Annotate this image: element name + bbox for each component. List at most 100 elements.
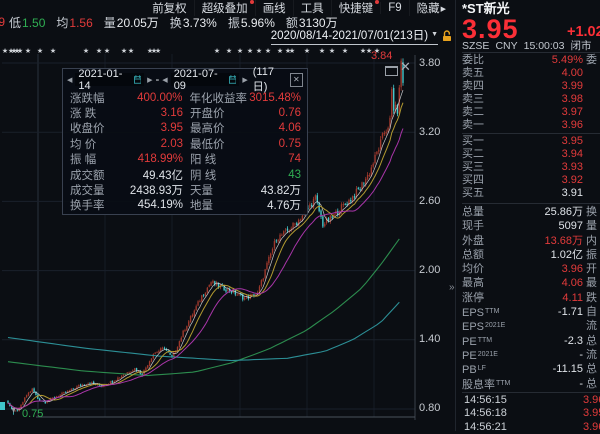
svg-text:★: ★ <box>304 47 310 55</box>
divider <box>462 203 600 204</box>
stat-value: 3015.48% <box>249 91 301 104</box>
svg-text:★: ★ <box>360 47 366 55</box>
table-row: 买三 3.93 <box>462 161 600 174</box>
date-separator: - <box>155 73 160 86</box>
close-icon[interactable]: ✕ <box>289 72 304 87</box>
row-label: 外盘 <box>462 234 484 247</box>
row-label: 买四 <box>462 174 484 186</box>
stats-bar: 9 低1.50 均1.56 量20.05万 换3.73% 振5.96% 额3130万 <box>0 14 455 31</box>
unlocked-padlock-icon[interactable] <box>442 29 452 42</box>
stat-振: 振5.96% <box>228 14 275 31</box>
menu-item-前复权[interactable]: 前复权 <box>152 2 187 15</box>
region-stats-row: 均 价 2.03 最低价 0.75 <box>70 136 301 151</box>
table-row: 买二 3.94 <box>462 148 600 161</box>
low-price-label: 0.75 <box>22 408 44 420</box>
next-date-arrow-icon[interactable]: ▶ <box>242 76 248 84</box>
row-value: 3.96 <box>561 263 583 276</box>
tick-time: 14:56:21 <box>464 420 507 433</box>
svg-text:★: ★ <box>121 47 127 55</box>
stat-label: 均 <box>56 15 69 30</box>
table-row: 总量 25.86万换 <box>462 205 600 219</box>
svg-text:★: ★ <box>289 47 295 55</box>
prev-date-arrow-icon[interactable]: ◀ <box>162 76 168 84</box>
price-tick-label: 1.40 <box>419 333 441 345</box>
stat-value: 1.56 <box>69 15 93 30</box>
stat-label: 换 <box>169 15 182 30</box>
stat-label: 换手率 <box>70 200 105 213</box>
label-superscript: TTM <box>477 336 493 344</box>
next-date-arrow-icon[interactable]: ▶ <box>147 76 153 84</box>
svg-text:★: ★ <box>151 47 157 55</box>
menu-item-F9[interactable]: F9 <box>380 1 408 14</box>
start-date-chip[interactable]: 2021-01-14 <box>75 68 145 92</box>
candlestick-canvas[interactable]: ★ ★★★★ ★ ★ ★ ★ ★ ★ ★ ★ ★★★ ★ ★ ★ ★ ★ ★ ★ ★★ ★ ★ ★ ★ ★ ★ ★ <box>0 42 455 431</box>
stat-量: 量20.05万 <box>104 14 159 31</box>
menu-item-工具[interactable]: 工具 <box>292 0 331 16</box>
region-stats-row: 成交量 2438.93万 天量 43.82万 <box>70 182 301 197</box>
svg-text:★: ★ <box>214 47 220 55</box>
end-date-chip[interactable]: 2021-07-09 <box>170 68 240 92</box>
stat-value: 4.06 <box>278 122 301 135</box>
ma-white-line <box>7 89 404 411</box>
stat-value: 43.82万 <box>260 185 301 198</box>
stat-value: 400.00% <box>137 91 183 104</box>
stat-label: 最低价 <box>190 138 225 151</box>
stat-value: 1.50 <box>22 15 46 30</box>
chevron-down-icon: ▼ <box>431 31 438 38</box>
svg-text:★: ★ <box>14 47 20 55</box>
menu-item-画线[interactable]: 画线 <box>254 0 293 16</box>
prev-date-arrow-icon[interactable]: ◀ <box>67 76 73 84</box>
row-value: 5097 <box>558 220 583 233</box>
table-row: PE2021E - 流 <box>462 348 600 362</box>
end-date: 2021-07-09 <box>173 67 218 92</box>
tick-trade-row: 14:56:18 3.95 <box>462 407 600 421</box>
close-icon[interactable]: ✕ <box>400 59 411 74</box>
buy-orders: 买一 3.95 买二 3.94 买三 3.93 买四 3.92 买五 3.91 <box>462 135 600 200</box>
weibi-next-label: 委 <box>586 54 597 66</box>
restore-window-icon[interactable] <box>385 66 398 76</box>
tick-trade-row: 14:56:21 3.96 <box>462 421 600 434</box>
label-superscript: LF <box>477 365 486 373</box>
row-label: 卖二 <box>462 106 484 118</box>
date-range-selector[interactable]: 2020/08/14-2021/07/01(213日) ▼ <box>270 27 438 45</box>
menu-item-隐藏[interactable]: 隐藏▶ <box>408 0 453 16</box>
next-column-label: 总 <box>586 334 597 347</box>
start-date: 2021-01-14 <box>78 67 123 92</box>
tick-time: 14:56:18 <box>464 407 507 420</box>
next-column-label: 跌 <box>586 291 597 304</box>
next-column-label: 流 <box>586 320 597 333</box>
stat-label: 地量 <box>190 200 213 213</box>
panel-collapse-chevron[interactable]: » <box>449 282 455 293</box>
stat-label: 成交额 <box>70 169 105 182</box>
table-row: 现手 5097 量 <box>462 219 600 233</box>
candlestick-chart[interactable]: ★ ★ ★ ★ ★ ★ ★ ★ ★ ★ ★ ★ ★ ★ ★ ★ ★ ★ ★ ★ ★ ★ ★ ★ ★ ★ ★ ★ ★ ★ ★ ★ 3.80 3.2… <box>0 42 455 431</box>
date-range-text: 2020/08/14-2021/07/01(213日) <box>270 29 429 42</box>
table-row: PBLF -11.15 总 <box>462 362 600 376</box>
svg-text:★: ★ <box>247 47 253 55</box>
next-column-label: 自 <box>586 306 597 319</box>
table-row: 买四 3.92 <box>462 174 600 187</box>
table-row: 卖三 3.98 <box>462 93 600 106</box>
region-stats-row: 涨 跌 3.16 开盘价 0.76 <box>70 105 301 120</box>
row-value: 1.02亿 <box>550 248 583 261</box>
high-price-label: 3.84 <box>371 50 393 62</box>
label-superscript: TTM <box>485 308 500 316</box>
notification-dot-icon <box>249 0 254 4</box>
row-label: EPS2021E <box>462 321 506 334</box>
menu-item-快捷键[interactable]: 快捷键 <box>330 0 381 16</box>
next-column-label: 最 <box>586 277 597 290</box>
region-stats-box: ◀ 2021-01-14 ▶ - ◀ 2021-07-09 ▶ (117日) ✕… <box>62 66 308 215</box>
submenu-arrow-icon: ▶ <box>440 5 446 13</box>
stat-value: 49.43亿 <box>142 169 183 182</box>
table-row: 最高 4.06 最 <box>462 276 600 290</box>
stat-value: 20.05万 <box>116 15 159 30</box>
stat-label: 开盘价 <box>190 108 225 121</box>
next-column-label: 开 <box>586 263 597 276</box>
next-column-label: 流 <box>586 348 597 361</box>
last-price: 3.95 <box>462 14 519 44</box>
price-tick-label: 3.80 <box>419 57 441 69</box>
weibi-value: 5.49% <box>551 54 583 66</box>
menu-item-超级叠加[interactable]: 超级叠加 <box>193 0 255 16</box>
svg-text:★: ★ <box>96 47 102 55</box>
stat-value: 2.03 <box>160 137 183 150</box>
